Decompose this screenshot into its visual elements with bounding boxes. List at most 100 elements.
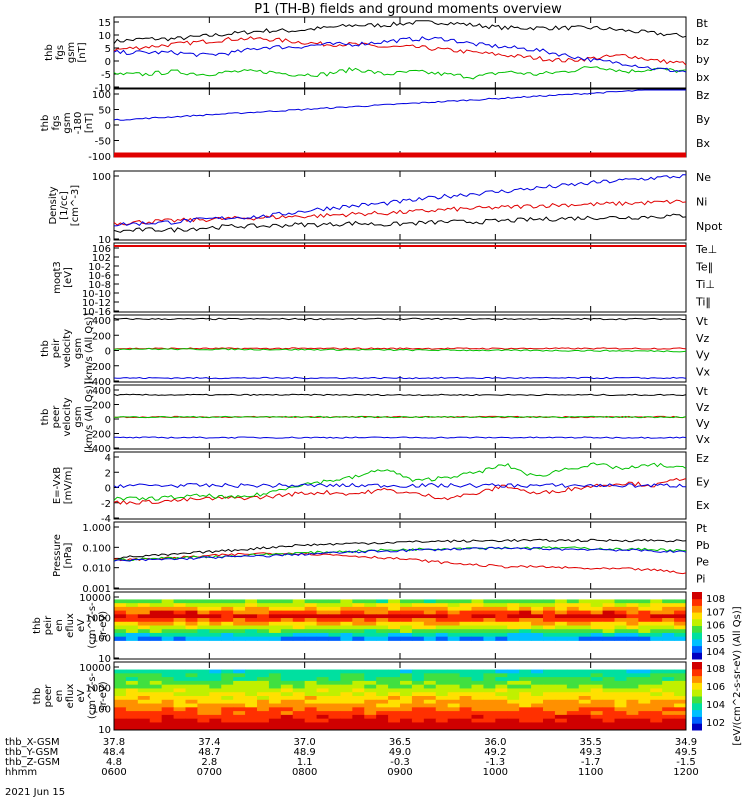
- heatmap-cell: [173, 718, 186, 723]
- y-axis-label: thb: [32, 617, 43, 634]
- y-axis-label: [nT]: [84, 113, 95, 133]
- heatmap-cell: [173, 688, 186, 693]
- y-tick-label: 10000: [79, 663, 111, 674]
- heatmap-cell: [519, 673, 532, 678]
- heatmap-cell: [304, 680, 318, 686]
- heatmap-cell: [137, 636, 151, 641]
- heatmap-cell: [483, 680, 496, 686]
- heatmap-cell: [411, 621, 425, 626]
- heatmap-cell: [328, 669, 341, 674]
- heatmap-cell: [352, 680, 365, 686]
- heatmap-cell: [662, 703, 675, 708]
- legend-bz: Bz: [696, 89, 710, 102]
- heatmap-cell: [221, 621, 234, 626]
- heatmap-cell: [566, 699, 580, 705]
- heatmap-cell: [316, 606, 329, 612]
- heatmap-cell: [554, 699, 568, 705]
- heatmap-cell: [566, 680, 580, 686]
- y-axis-label: velocity: [62, 329, 73, 368]
- heatmap-cell: [447, 726, 461, 731]
- heatmap-cell: [662, 603, 675, 608]
- heatmap-cell: [209, 699, 222, 705]
- heatmap-cell: [280, 722, 294, 727]
- heatmap-cell: [447, 606, 461, 612]
- heatmap-cell: [626, 603, 639, 608]
- heatmap-cell: [400, 707, 413, 712]
- heatmap-cell: [376, 606, 389, 612]
- heatmap-cell: [257, 684, 270, 689]
- heatmap-cell: [495, 688, 508, 693]
- heatmap-cell: [590, 629, 604, 634]
- heatmap-cell: [447, 688, 461, 693]
- colorbar-step: [692, 662, 702, 670]
- heatmap-cell: [161, 621, 175, 626]
- heatmap-cell: [471, 603, 484, 608]
- heatmap-cell: [221, 696, 234, 701]
- heatmap-cell: [423, 618, 437, 623]
- heatmap-cell: [257, 599, 270, 604]
- heatmap-cell: [507, 632, 520, 638]
- heatmap-cell: [233, 711, 246, 716]
- heatmap-cell: [245, 632, 258, 638]
- heatmap-cell: [316, 707, 329, 712]
- heatmap-cell: [590, 714, 604, 720]
- heatmap-cell: [531, 610, 544, 615]
- heatmap-cell: [292, 629, 306, 634]
- heatmap-cell: [650, 632, 663, 638]
- heatmap-cell: [578, 673, 592, 678]
- heatmap-cell: [328, 714, 341, 720]
- heatmap-cell: [650, 673, 663, 678]
- y-axis-label: thb: [40, 340, 51, 357]
- heatmap-cell: [554, 621, 568, 626]
- heatmap-cell: [352, 629, 365, 634]
- heatmap-cell: [316, 636, 329, 641]
- heatmap-cell: [292, 696, 306, 701]
- heatmap-cell: [233, 603, 246, 608]
- heatmap-cell: [650, 618, 663, 623]
- heatmap-cell: [590, 669, 604, 674]
- heatmap-cell: [519, 722, 532, 727]
- heatmap-cell: [161, 718, 175, 723]
- heatmap-cell: [137, 625, 151, 630]
- heatmap-cell: [531, 603, 544, 608]
- heatmap-cell: [376, 610, 389, 615]
- legend-bx: Bx: [696, 137, 711, 150]
- heatmap-cell: [674, 688, 687, 693]
- heatmap-cell: [590, 621, 604, 626]
- heatmap-cell: [125, 625, 139, 630]
- heatmap-cell: [578, 606, 592, 612]
- heatmap-cell: [197, 610, 210, 615]
- series-line-pt: [113, 538, 687, 560]
- heatmap-cell: [304, 692, 318, 697]
- heatmap-cell: [125, 677, 139, 682]
- heatmap-cell: [340, 696, 353, 701]
- heatmap-cell: [554, 636, 568, 641]
- heatmap-cell: [114, 722, 127, 727]
- heatmap-cell: [114, 692, 127, 697]
- heatmap-cell: [316, 629, 329, 634]
- heatmap-cell: [578, 614, 592, 619]
- heatmap-cell: [304, 688, 318, 693]
- heatmap-cell: [245, 677, 258, 682]
- heatmap-cell: [578, 636, 592, 641]
- heatmap-cell: [483, 707, 496, 712]
- heatmap-cell: [590, 610, 604, 615]
- heatmap-cell: [578, 632, 592, 638]
- heatmap-cell: [257, 696, 270, 701]
- heatmap-cell: [388, 684, 401, 689]
- heatmap-cell: [173, 703, 186, 708]
- heatmap-cell: [650, 718, 663, 723]
- heatmap-cell: [674, 714, 687, 720]
- heatmap-cell: [185, 610, 198, 615]
- heatmap-cell: [674, 703, 687, 708]
- heatmap-cell: [590, 618, 604, 623]
- heatmap-cell: [662, 711, 675, 716]
- heatmap-cell: [543, 692, 556, 697]
- heatmap-cell: [125, 614, 139, 619]
- heatmap-cell: [638, 680, 651, 686]
- heatmap-cell: [149, 718, 163, 723]
- heatmap-cell: [662, 632, 675, 638]
- colorbar-tick-label: 102: [706, 718, 725, 729]
- heatmap-cell: [531, 629, 544, 634]
- heatmap-cell: [626, 692, 639, 697]
